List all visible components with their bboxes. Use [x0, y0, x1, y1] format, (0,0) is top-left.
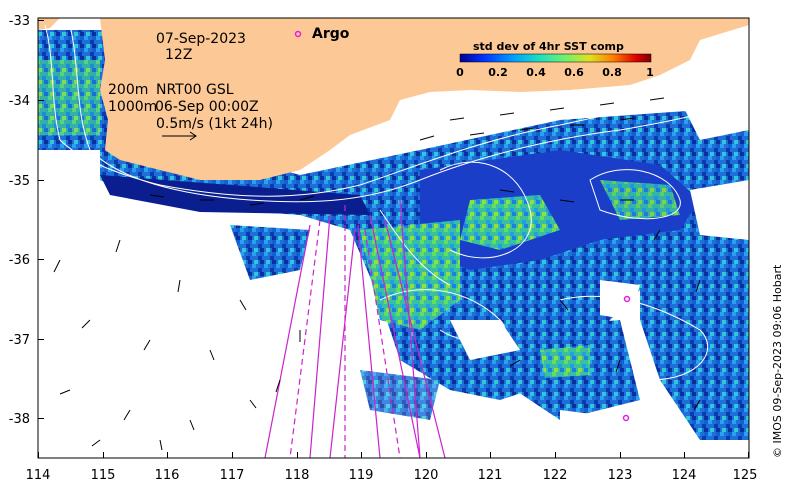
- y-tick-label: -37: [9, 333, 30, 348]
- argo-legend-marker: [294, 30, 302, 38]
- argo-marker: [622, 414, 630, 422]
- colorbar-tick-label: 0.8: [602, 66, 622, 79]
- vector-scale-arrow: [162, 131, 197, 141]
- model-time-label: 06-Sep 00:00Z: [155, 99, 259, 115]
- x-tick-label: 121: [478, 468, 503, 483]
- x-tick-label: 119: [349, 468, 374, 483]
- plot-frame: [37, 17, 750, 459]
- colorbar-gradient: [459, 53, 652, 63]
- argo-tracks: [264, 199, 446, 458]
- y-axis-labels: -33 -34 -35 -36 -37 -38: [9, 14, 30, 427]
- x-tick-label: 123: [608, 468, 633, 483]
- bathymetry-contours: [44, 24, 749, 381]
- current-vectors: [53, 97, 701, 451]
- colorbar: std dev of 4hr SST comp 0 0.2 0.4 0.6 0.…: [456, 40, 654, 79]
- y-tick-label: -36: [9, 253, 30, 268]
- contour-label-200m: 200m: [108, 82, 148, 98]
- x-tick-label: 118: [285, 468, 310, 483]
- colorbar-tick-label: 0: [456, 66, 464, 79]
- y-tick-label: -38: [9, 412, 30, 427]
- x-axis-labels: 114 115 116 117 118 119 120 121 122 123 …: [26, 468, 758, 483]
- x-tick-label: 116: [155, 468, 180, 483]
- x-tick-label: 117: [220, 468, 245, 483]
- y-tick-label: -35: [9, 174, 30, 189]
- tick-marks: [38, 20, 749, 458]
- map-hour: 12Z: [165, 47, 192, 63]
- argo-legend-label: Argo: [312, 26, 350, 42]
- x-tick-label: 124: [672, 468, 697, 483]
- argo-marker: [623, 295, 631, 303]
- copyright-text: © IMOS 09-Sep-2023 09:06 Hobart: [771, 264, 784, 458]
- x-tick-label: 115: [91, 468, 116, 483]
- y-tick-label: -33: [9, 14, 30, 29]
- x-tick-label: 125: [733, 468, 758, 483]
- model-label: NRT00 GSL: [156, 82, 234, 98]
- colorbar-tick-label: 0.4: [526, 66, 546, 79]
- colorbar-title: std dev of 4hr SST comp: [473, 40, 624, 53]
- colorbar-tick-label: 0.2: [488, 66, 508, 79]
- x-tick-label: 122: [543, 468, 568, 483]
- x-tick-label: 120: [414, 468, 439, 483]
- contour-label-1000m: 1000m: [108, 99, 157, 115]
- x-tick-label: 114: [26, 468, 51, 483]
- vector-scale-label: 0.5m/s (1kt 24h): [156, 116, 273, 132]
- map-date: 07-Sep-2023: [156, 31, 246, 47]
- colorbar-tick-label: 0.6: [564, 66, 584, 79]
- colorbar-tick-label: 1: [646, 66, 654, 79]
- y-tick-label: -34: [9, 94, 30, 109]
